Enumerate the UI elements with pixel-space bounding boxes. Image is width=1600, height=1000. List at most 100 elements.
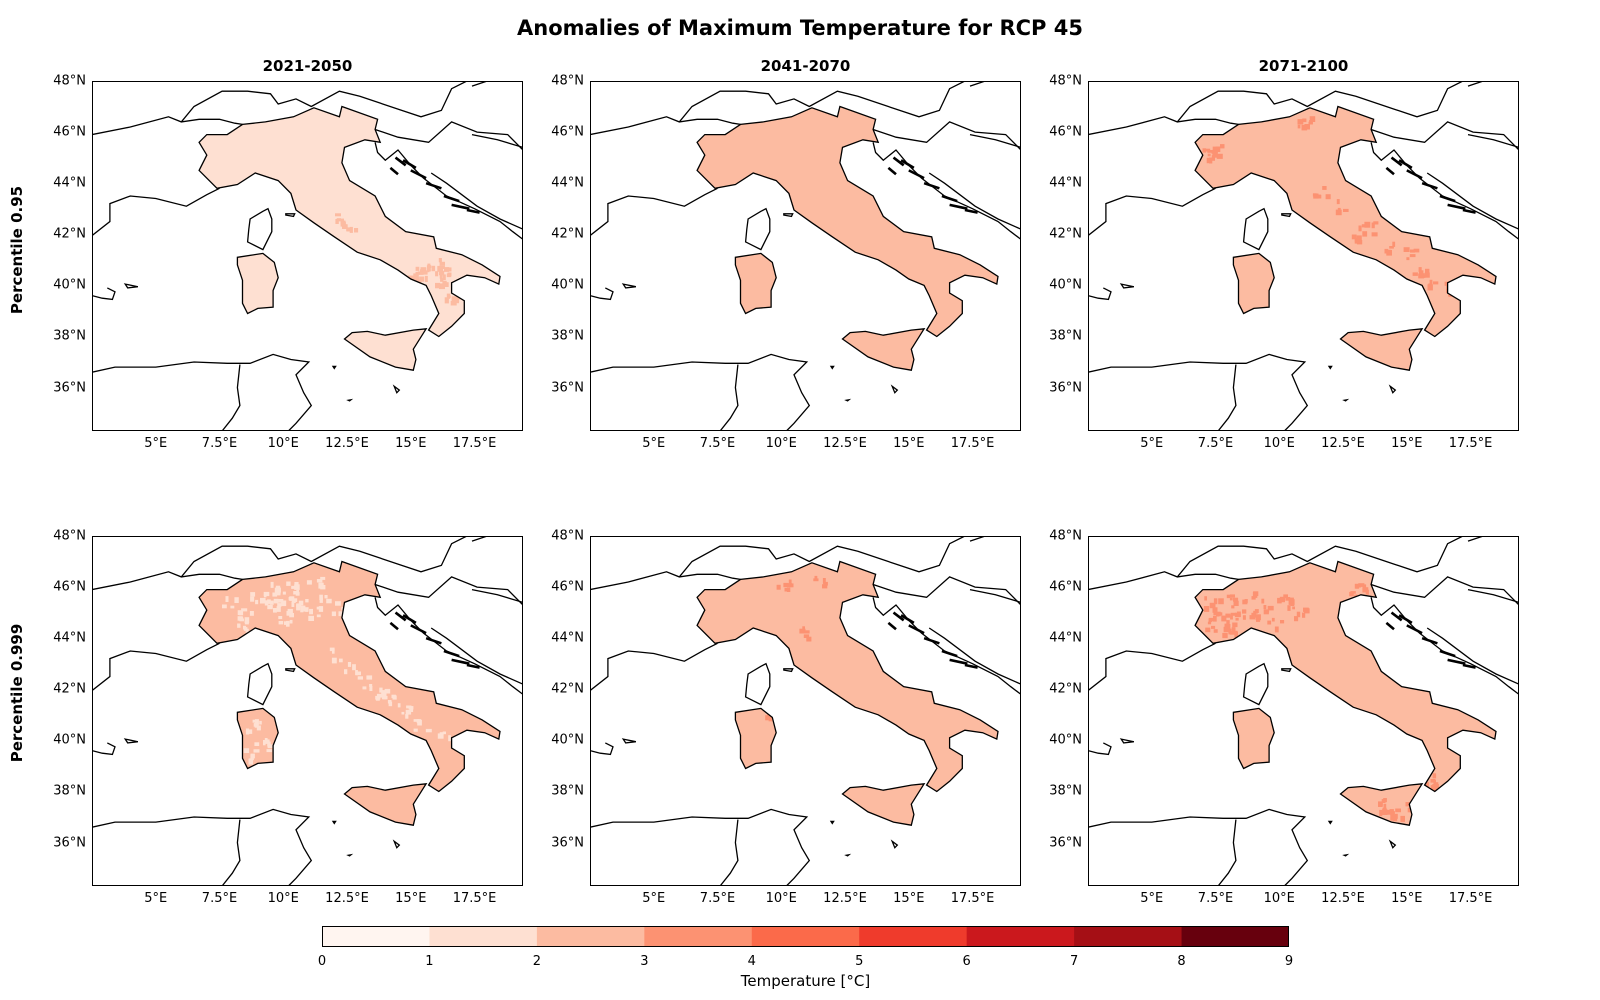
anomaly-cell (405, 714, 409, 719)
lon-tick-label: 5°E (642, 436, 666, 451)
anomaly-cell (1304, 124, 1310, 130)
anomaly-cell (1424, 272, 1430, 278)
coastline (841, 783, 926, 826)
map-panel: 48°N 46°N 44°N 42°N 40°N 38°N 36°N 5°E 7.5°E 10°E… (551, 529, 1021, 906)
anomaly-cell (440, 278, 444, 282)
island (443, 649, 460, 658)
anomaly-cell (1212, 146, 1218, 151)
anomaly-cell (331, 657, 337, 664)
island (1385, 621, 1395, 631)
anomaly-cell (439, 273, 443, 279)
island (1398, 159, 1413, 170)
anomaly-cell (1212, 607, 1218, 613)
anomaly-cell (234, 597, 239, 603)
anomaly-cell (1216, 612, 1223, 616)
border-line (1088, 642, 1216, 692)
anomaly-cell (401, 711, 405, 715)
anomaly-cell (420, 269, 423, 274)
lon-tick-label: 12.5°E (1321, 891, 1365, 906)
anomaly-cell (438, 258, 442, 263)
lat-tick-label: 44°N (551, 175, 584, 191)
anomaly-cell (444, 297, 449, 304)
lat-tick-label: 44°N (53, 175, 86, 191)
colorbar-segment (1074, 926, 1183, 947)
anomaly-cell (1267, 605, 1274, 611)
anomaly-cell (263, 591, 270, 597)
anomaly-cell (1207, 621, 1212, 625)
anomaly-cell (417, 271, 424, 275)
island (402, 159, 417, 170)
map-panel: 2041-2070 48°N 46°N 44°N 42°N 40°N 38°N 36°N 5°… (551, 57, 1021, 451)
anomaly-cell (1229, 597, 1233, 601)
anomaly-cell (1267, 620, 1272, 625)
anomaly-cell (431, 265, 436, 272)
lat-tick-label: 36°N (1049, 380, 1082, 396)
lon-tick-label: 15°E (395, 436, 427, 451)
anomaly-cell (1251, 612, 1256, 616)
island (1406, 624, 1423, 635)
coastline (1388, 384, 1397, 394)
anomaly-cell (272, 592, 278, 597)
coastline (92, 742, 116, 756)
anomaly-cell (382, 693, 387, 700)
lat-tick-label: 46°N (1049, 579, 1082, 595)
map-frame (92, 81, 523, 431)
colorbar-tick-label: 1 (425, 954, 434, 969)
anomaly-cell (1208, 618, 1212, 623)
anomaly-cell (799, 628, 806, 634)
anomaly-cell (1242, 609, 1247, 614)
anomaly-cell (344, 669, 348, 675)
coastline (696, 105, 999, 338)
island (466, 663, 480, 669)
anomaly-cell (406, 705, 411, 709)
anomaly-cell (1211, 625, 1216, 629)
anomaly-cell (1209, 602, 1216, 609)
anomaly-cell (278, 599, 284, 603)
coastline (123, 283, 139, 289)
anomaly-cell (335, 213, 341, 217)
anomaly-cell (1322, 186, 1327, 190)
anomaly-cell (1288, 599, 1295, 605)
anomaly-cell (278, 616, 283, 620)
border-line (1370, 121, 1519, 151)
anomaly-cell (1283, 594, 1288, 599)
anomaly-cell (287, 608, 293, 615)
anomaly-cell (1362, 584, 1367, 591)
anomaly-cell (1271, 617, 1275, 622)
anomaly-cell (239, 618, 244, 622)
anomaly-cell (435, 282, 441, 289)
lat-tick-label: 48°N (551, 73, 584, 89)
lat-tick-label: 48°N (1049, 73, 1082, 89)
lon-tick-label: 5°E (144, 436, 168, 451)
island (949, 203, 968, 210)
anomaly-cell (425, 728, 432, 733)
lat-tick-label: 42°N (53, 226, 86, 242)
island (389, 621, 399, 631)
island (402, 614, 417, 625)
anomaly-cell (1297, 124, 1301, 129)
anomaly-cell (786, 583, 792, 588)
anomaly-cell (320, 576, 326, 580)
anomaly-cell (1386, 809, 1392, 815)
anomaly-cell (1207, 150, 1213, 153)
lon-tick-label: 15°E (893, 891, 925, 906)
lat-tick-label: 40°N (551, 732, 584, 748)
italy-region (199, 106, 500, 337)
island (1447, 203, 1466, 210)
anomaly-cell (1393, 815, 1398, 822)
border-line (471, 133, 523, 149)
anomaly-cell (1350, 591, 1356, 594)
anomaly-cell (1218, 598, 1224, 605)
anomaly-cell (276, 606, 281, 612)
map-frame (590, 536, 1021, 886)
colorbar-tick-label: 6 (962, 954, 971, 969)
anomaly-cell (1225, 624, 1231, 629)
anomaly-cell (1364, 587, 1368, 591)
anomaly-cell (1229, 594, 1235, 598)
anomaly-cell (278, 621, 284, 625)
island (1390, 156, 1403, 167)
anomaly-cell (331, 611, 336, 617)
anomaly-cell (1231, 605, 1235, 609)
border-line (180, 81, 468, 123)
anomaly-cell (293, 591, 299, 595)
